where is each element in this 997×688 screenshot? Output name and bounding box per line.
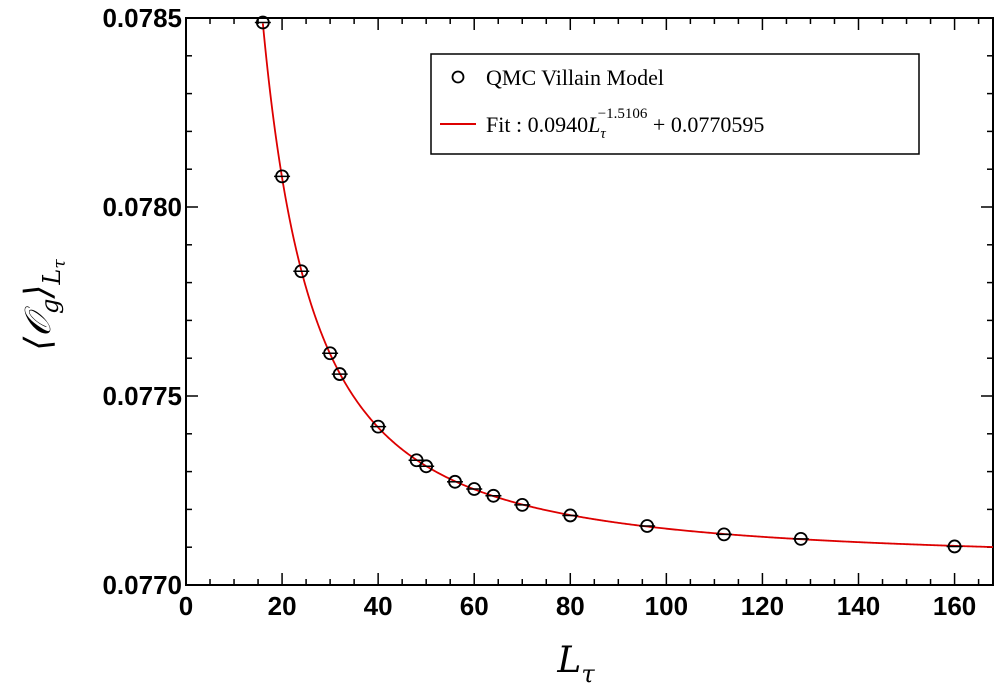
legend-box	[430, 53, 920, 155]
x-tick-label: 160	[933, 591, 976, 621]
data-point	[947, 539, 962, 554]
x-tick-label: 80	[556, 591, 585, 621]
x-tick-label: 140	[837, 591, 880, 621]
data-point	[563, 508, 578, 523]
qmc-series	[254, 15, 963, 554]
y-axis-ticks	[186, 17, 993, 586]
data-point	[419, 459, 434, 474]
y-axis-tick-labels: 0.0770 0.0775 0.0780 0.0785	[102, 3, 182, 600]
data-point	[294, 264, 309, 279]
data-point	[275, 169, 289, 184]
x-tick-label: 100	[645, 591, 688, 621]
y-tick-label: 0.0780	[102, 192, 182, 222]
svg-text:⟨𝒪g⟩Lτ: ⟨𝒪g⟩Lτ	[18, 259, 70, 351]
data-point	[409, 453, 424, 468]
legend-label-fit: Fit : 0.0940Lτ−1.5106 + 0.0770595	[486, 106, 764, 142]
x-axis-title: Lτ	[556, 640, 595, 688]
data-point	[793, 531, 808, 546]
x-tick-label: 40	[364, 591, 393, 621]
plot-area-border	[185, 17, 994, 586]
data-point	[515, 497, 530, 512]
fit-series	[261, 23, 994, 548]
legend-label-qmc: QMC Villain Model	[486, 65, 664, 90]
data-point	[717, 527, 731, 542]
x-tick-label: 20	[268, 591, 297, 621]
legend: QMC Villain Model Fit : 0.0940Lτ−1.5106 …	[430, 53, 920, 155]
x-tick-label: 60	[460, 591, 489, 621]
data-point	[255, 15, 270, 30]
y-tick-label: 0.0770	[102, 570, 182, 600]
data-point	[486, 488, 501, 503]
data-point	[323, 346, 338, 361]
plot-frame	[185, 17, 994, 586]
x-axis-tick-labels: 0 20 40 60 80 100 120 140 160	[179, 591, 977, 621]
fit-curve-line	[261, 23, 994, 548]
y-tick-label: 0.0785	[102, 3, 182, 33]
y-axis-title: ⟨𝒪g⟩Lτ	[18, 259, 70, 351]
y-tick-label: 0.0775	[102, 381, 182, 411]
data-point	[640, 519, 655, 533]
data-point	[448, 474, 462, 489]
x-axis-ticks	[185, 18, 980, 585]
x-tick-label: 0	[179, 591, 193, 621]
data-point	[332, 367, 347, 381]
data-point	[371, 419, 386, 434]
legend-marker-icon	[451, 70, 465, 84]
data-point	[467, 482, 482, 496]
x-tick-label: 120	[741, 591, 784, 621]
